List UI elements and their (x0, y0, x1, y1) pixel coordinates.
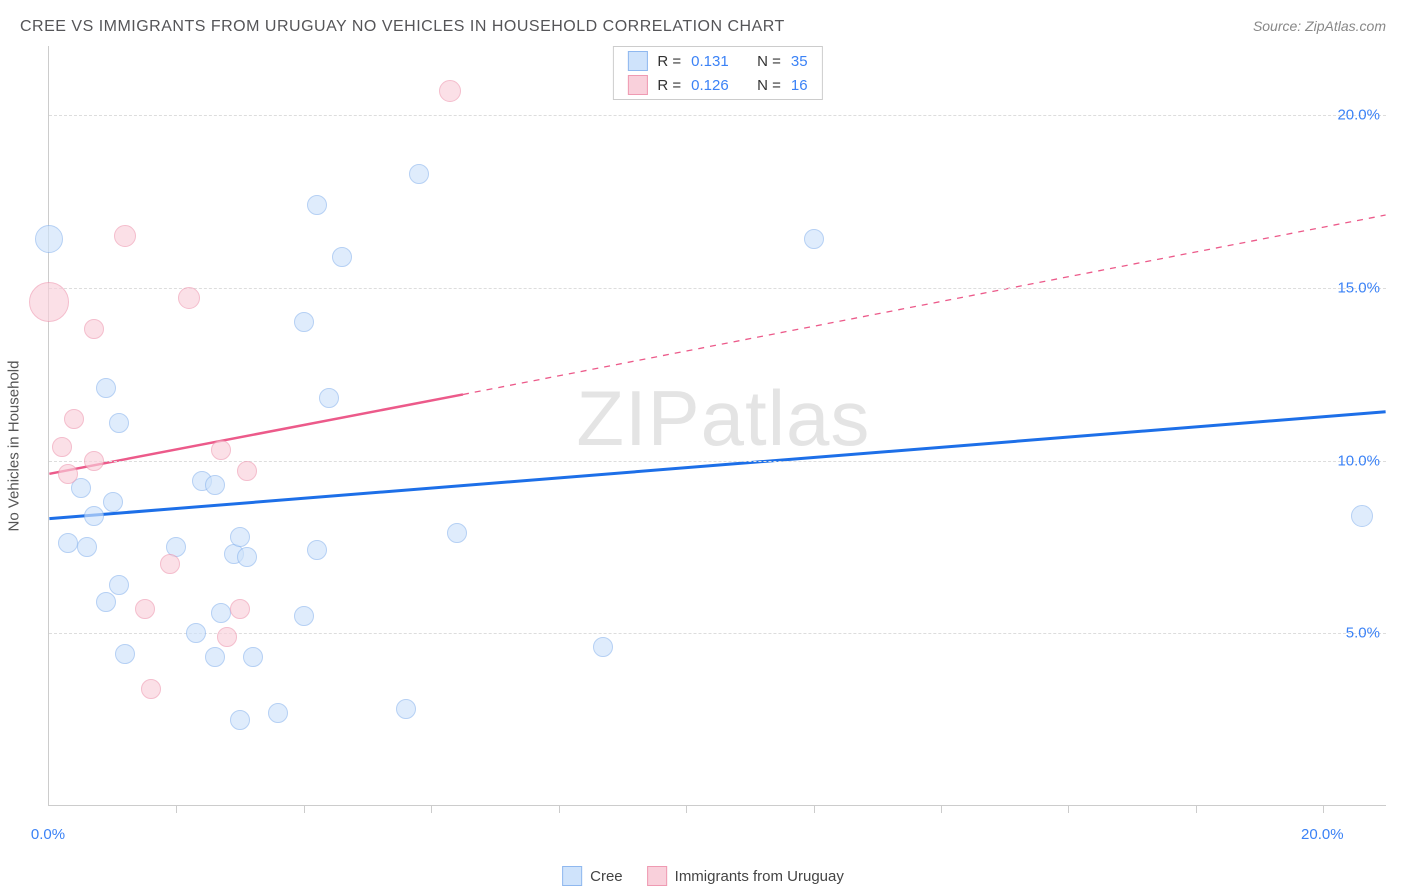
xtick (1068, 805, 1069, 813)
gridline-h (49, 288, 1386, 289)
xtick-label: 20.0% (1301, 826, 1344, 843)
data-point-cree (237, 547, 257, 567)
ytick-label: 5.0% (1346, 625, 1380, 642)
n-label: N = (757, 53, 781, 70)
r-label: R = (657, 77, 681, 94)
data-point-cree (205, 647, 225, 667)
data-point-cree (109, 413, 129, 433)
data-point-cree (96, 592, 116, 612)
swatch-cree (627, 51, 647, 71)
data-point-uruguay (178, 287, 200, 309)
legend-item-cree: Cree (562, 866, 623, 886)
data-point-cree (186, 623, 206, 643)
data-point-cree (84, 506, 104, 526)
xtick (686, 805, 687, 813)
plot-area: ZIPatlas R = 0.131 N = 35 R = 0.126 N = … (48, 46, 1386, 806)
data-point-uruguay (114, 225, 136, 247)
data-point-cree (1351, 505, 1373, 527)
watermark: ZIPatlas (576, 373, 870, 464)
data-point-cree (103, 492, 123, 512)
data-point-uruguay (160, 554, 180, 574)
data-point-uruguay (439, 80, 461, 102)
data-point-cree (230, 710, 250, 730)
data-point-cree (268, 703, 288, 723)
series-legend: Cree Immigrants from Uruguay (562, 866, 844, 886)
data-point-cree (211, 603, 231, 623)
swatch-uruguay (627, 75, 647, 95)
r-value-uruguay: 0.126 (691, 77, 741, 94)
data-point-cree (109, 575, 129, 595)
xtick (176, 805, 177, 813)
source-name: ZipAtlas.com (1305, 18, 1386, 34)
chart-header: CREE VS IMMIGRANTS FROM URUGUAY NO VEHIC… (20, 18, 1386, 36)
ytick-label: 15.0% (1337, 279, 1380, 296)
data-point-cree (230, 527, 250, 547)
legend-row-cree: R = 0.131 N = 35 (613, 49, 821, 73)
data-point-cree (77, 537, 97, 557)
swatch-cree (562, 866, 582, 886)
n-value-uruguay: 16 (791, 77, 808, 94)
source-prefix: Source: (1253, 18, 1305, 34)
swatch-uruguay (647, 866, 667, 886)
gridline-h (49, 633, 1386, 634)
legend-label-cree: Cree (590, 868, 623, 885)
data-point-uruguay (211, 440, 231, 460)
data-point-uruguay (64, 409, 84, 429)
xtick (431, 805, 432, 813)
data-point-uruguay (217, 627, 237, 647)
data-point-cree (307, 540, 327, 560)
data-point-cree (396, 699, 416, 719)
data-point-uruguay (29, 282, 69, 322)
data-point-uruguay (84, 319, 104, 339)
trend-lines (49, 46, 1386, 805)
data-point-cree (804, 229, 824, 249)
xtick (304, 805, 305, 813)
data-point-uruguay (141, 679, 161, 699)
xtick (1323, 805, 1324, 813)
r-value-cree: 0.131 (691, 53, 741, 70)
n-value-cree: 35 (791, 53, 808, 70)
data-point-cree (307, 195, 327, 215)
data-point-cree (447, 523, 467, 543)
data-point-cree (205, 475, 225, 495)
data-point-cree (319, 388, 339, 408)
data-point-cree (294, 312, 314, 332)
r-label: R = (657, 53, 681, 70)
data-point-uruguay (84, 451, 104, 471)
data-point-uruguay (237, 461, 257, 481)
chart-title: CREE VS IMMIGRANTS FROM URUGUAY NO VEHIC… (20, 18, 785, 36)
data-point-cree (243, 647, 263, 667)
data-point-cree (58, 533, 78, 553)
data-point-cree (96, 378, 116, 398)
legend-row-uruguay: R = 0.126 N = 16 (613, 73, 821, 97)
ytick-label: 20.0% (1337, 107, 1380, 124)
data-point-cree (35, 225, 63, 253)
xtick-label: 0.0% (31, 826, 65, 843)
n-label: N = (757, 77, 781, 94)
xtick (559, 805, 560, 813)
xtick (1196, 805, 1197, 813)
data-point-uruguay (58, 464, 78, 484)
data-point-uruguay (135, 599, 155, 619)
legend-label-uruguay: Immigrants from Uruguay (675, 868, 844, 885)
correlation-legend: R = 0.131 N = 35 R = 0.126 N = 16 (612, 46, 822, 100)
gridline-h (49, 115, 1386, 116)
data-point-cree (409, 164, 429, 184)
data-point-cree (332, 247, 352, 267)
data-point-uruguay (230, 599, 250, 619)
data-point-cree (115, 644, 135, 664)
xtick (814, 805, 815, 813)
data-point-uruguay (52, 437, 72, 457)
data-point-cree (593, 637, 613, 657)
y-axis-label: No Vehicles in Household (6, 361, 23, 532)
xtick (941, 805, 942, 813)
source-attribution: Source: ZipAtlas.com (1253, 18, 1386, 34)
data-point-cree (294, 606, 314, 626)
ytick-label: 10.0% (1337, 452, 1380, 469)
legend-item-uruguay: Immigrants from Uruguay (647, 866, 844, 886)
